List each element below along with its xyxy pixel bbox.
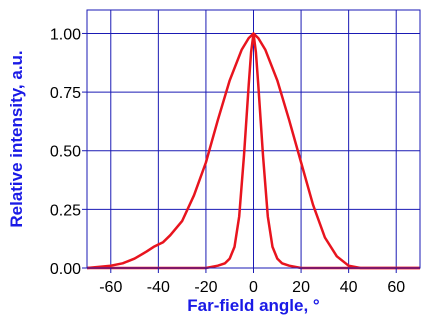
y-axis-label: Relative intensity, a.u. — [7, 50, 26, 227]
x-tick-label: -20 — [194, 279, 217, 296]
series-line-1 — [86, 32, 420, 270]
y-tick-label: 0.00 — [50, 261, 81, 278]
x-axis-label: Far-field angle, ° — [187, 296, 320, 315]
y-tick-label: 0.25 — [50, 202, 81, 219]
x-tick-label: 40 — [340, 279, 358, 296]
curves — [86, 32, 420, 270]
y-tick-label: 0.50 — [50, 144, 81, 161]
y-tick-label: 0.75 — [50, 85, 81, 102]
series-line-2 — [87, 32, 420, 270]
y-tick-label: 1.00 — [50, 26, 81, 43]
grid — [87, 10, 420, 269]
x-ticks: -60 -40 -20 0 20 40 60 — [99, 268, 405, 296]
x-tick-label: 0 — [249, 279, 258, 296]
x-tick-label: 20 — [292, 279, 310, 296]
x-tick-label: -60 — [99, 279, 122, 296]
x-tick-label: -40 — [147, 279, 170, 296]
y-ticks: 0.00 0.25 0.50 0.75 1.00 — [50, 26, 87, 278]
x-tick-label: 60 — [387, 279, 405, 296]
